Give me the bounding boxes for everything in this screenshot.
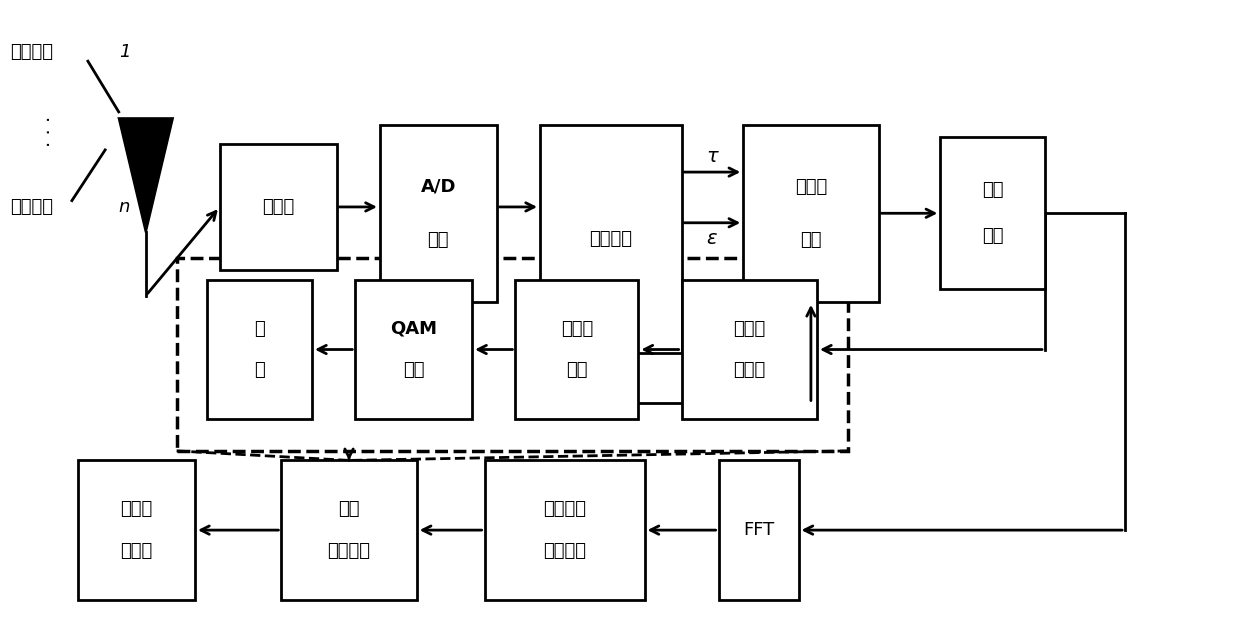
Text: 多径信道: 多径信道 xyxy=(10,42,53,61)
Text: 时频偏: 时频偏 xyxy=(795,178,827,196)
Text: 转换: 转换 xyxy=(428,231,449,249)
FancyBboxPatch shape xyxy=(718,460,799,600)
FancyBboxPatch shape xyxy=(78,460,195,600)
FancyBboxPatch shape xyxy=(516,280,639,419)
FancyBboxPatch shape xyxy=(485,460,645,600)
Text: 相位映射: 相位映射 xyxy=(543,542,587,560)
FancyBboxPatch shape xyxy=(219,144,337,270)
Text: 多径信道: 多径信道 xyxy=(10,198,53,216)
FancyBboxPatch shape xyxy=(379,125,497,302)
Text: 特数据: 特数据 xyxy=(120,542,153,560)
FancyBboxPatch shape xyxy=(539,125,682,352)
FancyBboxPatch shape xyxy=(940,137,1045,290)
Text: 1: 1 xyxy=(119,42,130,61)
Text: FFT: FFT xyxy=(743,521,774,539)
FancyBboxPatch shape xyxy=(743,125,879,302)
Text: 补偿: 补偿 xyxy=(800,231,822,249)
Text: 下变频: 下变频 xyxy=(262,198,294,216)
Text: 计均衡: 计均衡 xyxy=(733,361,765,379)
Text: 信道估: 信道估 xyxy=(733,320,765,338)
Text: 解调: 解调 xyxy=(403,361,424,379)
Text: 常规: 常规 xyxy=(339,500,360,518)
Text: 去正交化: 去正交化 xyxy=(543,500,587,518)
Text: 信号处理: 信号处理 xyxy=(327,542,371,560)
Text: 同步估计: 同步估计 xyxy=(589,230,632,248)
FancyBboxPatch shape xyxy=(207,280,312,419)
Polygon shape xyxy=(119,118,172,232)
Text: · · ·: · · · xyxy=(41,116,60,146)
FancyBboxPatch shape xyxy=(355,280,472,419)
FancyBboxPatch shape xyxy=(682,280,817,419)
Text: $\varepsilon$: $\varepsilon$ xyxy=(707,229,718,248)
Text: 码: 码 xyxy=(254,361,265,379)
Text: QAM: QAM xyxy=(391,320,438,338)
FancyBboxPatch shape xyxy=(281,460,417,600)
Text: 滤波: 滤波 xyxy=(982,227,1003,245)
Text: 实虚部: 实虚部 xyxy=(560,320,593,338)
Text: 合并: 合并 xyxy=(567,361,588,379)
Text: $\tau$: $\tau$ xyxy=(707,147,720,166)
Text: 用户比: 用户比 xyxy=(120,500,153,518)
Text: 解: 解 xyxy=(254,320,265,338)
Text: A/D: A/D xyxy=(420,178,456,196)
Text: n: n xyxy=(119,198,130,216)
Text: 匹配: 匹配 xyxy=(982,182,1003,200)
